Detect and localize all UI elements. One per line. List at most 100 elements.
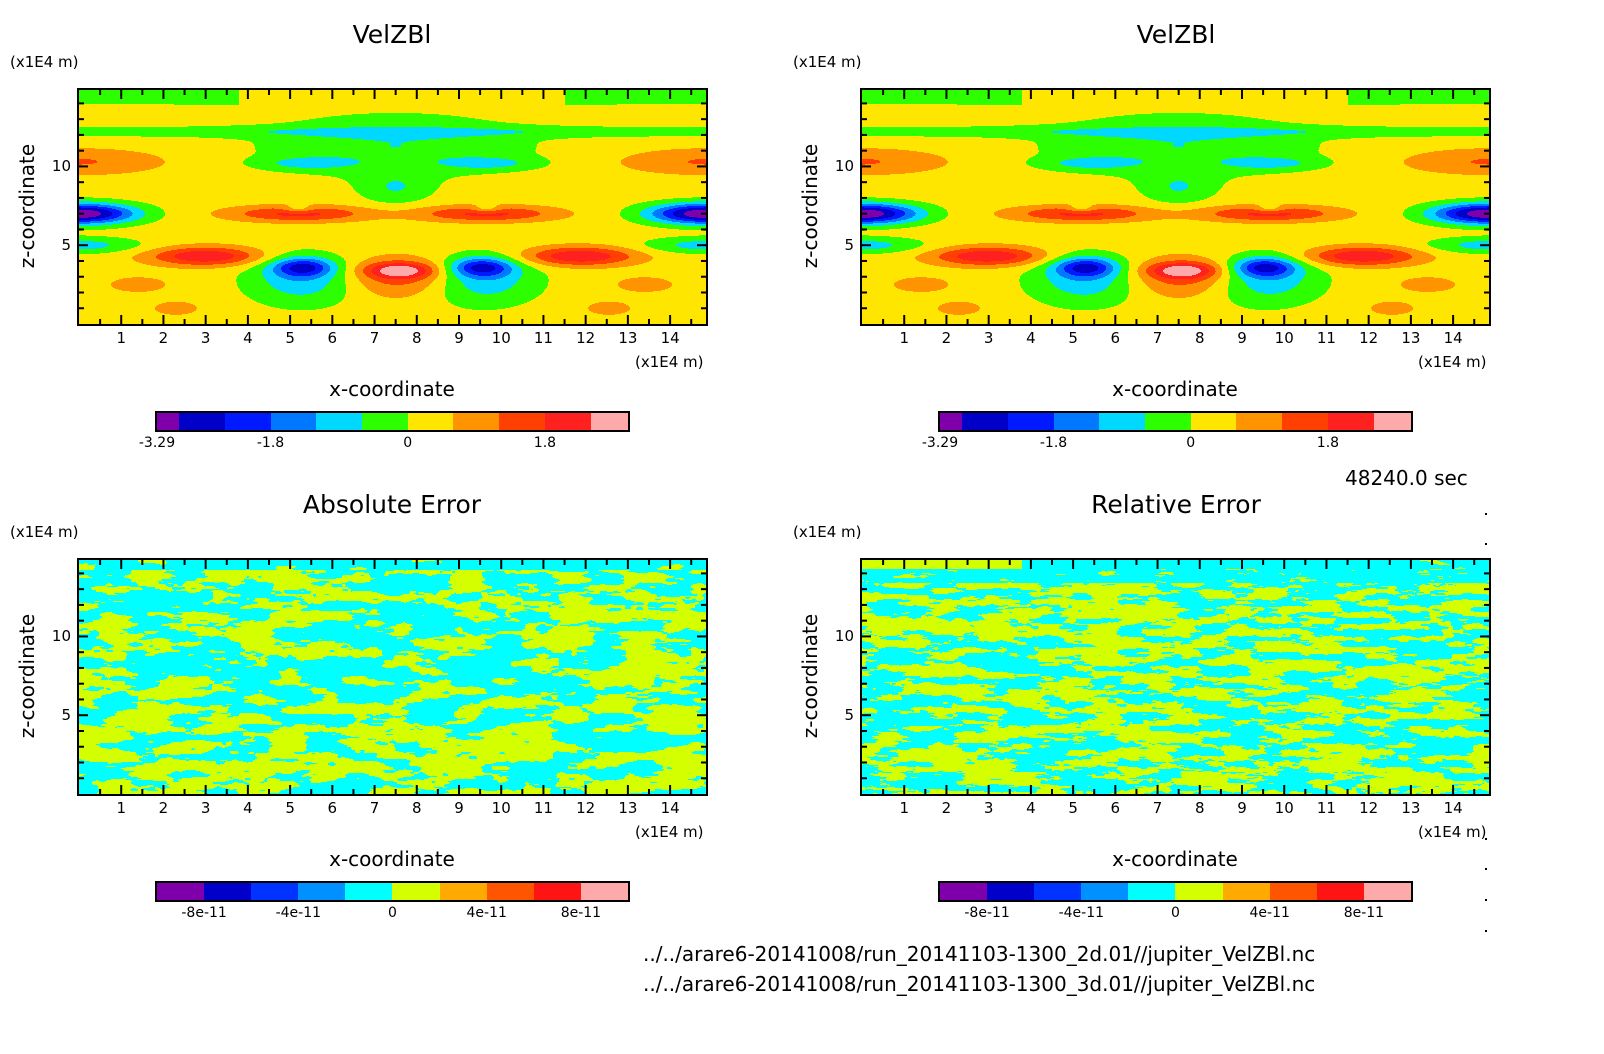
z-tick-label: 10 <box>834 157 854 176</box>
contour-plot-area <box>77 88 708 326</box>
contour-field <box>862 560 1489 794</box>
colorbar-label: -1.8 <box>1039 435 1068 451</box>
x-tick-label: 4 <box>243 329 253 347</box>
file-path-3d: ../../arare6-20141008/run_20141103-1300_… <box>643 972 1316 996</box>
colorbar-segment <box>580 883 628 900</box>
colorbar-segment <box>224 413 271 430</box>
x-tick-label: 13 <box>1401 329 1421 347</box>
colorbar-segment <box>179 413 225 430</box>
x-tick-label: 5 <box>285 329 295 347</box>
x-tick-label: 3 <box>200 329 211 347</box>
colorbar-segment <box>533 883 581 900</box>
x-tick-label: 1 <box>899 329 909 347</box>
colorbar-segment <box>1007 413 1054 430</box>
colorbar-segment <box>1099 413 1145 430</box>
colorbar-segment <box>407 413 454 430</box>
x-tick-label: 10 <box>1274 329 1294 347</box>
colorbar-label: -4e-11 <box>1058 905 1105 921</box>
contour-field <box>79 90 706 324</box>
x-tick-label: 1 <box>116 329 126 347</box>
marker-dot <box>1485 930 1487 932</box>
colorbar-segment <box>439 883 487 900</box>
colorbar-segment <box>157 883 205 900</box>
colorbar-label: -8e-11 <box>181 905 227 921</box>
z-tick-label: 5 <box>61 236 71 255</box>
x-tick-label: 14 <box>660 329 680 347</box>
colorbar-segment <box>298 883 346 900</box>
colorbar-segment <box>1053 413 1100 430</box>
x-tick-label: 4 <box>243 799 253 817</box>
colorbar-label: -4e-11 <box>275 905 322 921</box>
colorbar-segment <box>1316 883 1364 900</box>
x-unit-label: (x1E4 m) <box>635 353 704 371</box>
contour-plot-area <box>77 558 708 796</box>
x-axis-label: x-coordinate <box>329 377 455 401</box>
x-axis-label: x-coordinate <box>1112 847 1238 871</box>
x-tick-label: 4 <box>1026 329 1036 347</box>
x-tick-label: 14 <box>1443 799 1463 817</box>
chart-title: Absolute Error <box>302 490 482 519</box>
z-unit-label: (x1E4 m) <box>793 53 862 71</box>
z-axis-label: z-coordinate <box>15 143 39 269</box>
x-tick-label: 3 <box>983 799 994 817</box>
colorbar-segment <box>1282 413 1328 430</box>
x-tick-label: 9 <box>1237 329 1247 347</box>
x-tick-label: 2 <box>941 799 952 817</box>
x-tick-label: 5 <box>1068 799 1078 817</box>
colorbar-label: 4e-11 <box>466 905 507 921</box>
z-tick-label: 10 <box>51 157 71 176</box>
x-tick-label: 8 <box>411 799 422 817</box>
colorbar-segment <box>1128 883 1176 900</box>
z-tick-label: 5 <box>844 706 854 725</box>
colorbar-label: -1.8 <box>256 435 285 451</box>
colorbar-label: -8e-11 <box>964 905 1010 921</box>
colorbar-segment <box>987 883 1035 900</box>
x-tick-label: 11 <box>1316 329 1336 347</box>
x-tick-label: 9 <box>454 799 464 817</box>
z-axis-label: z-coordinate <box>798 613 822 739</box>
x-tick-label: 9 <box>1237 799 1247 817</box>
colorbar-segment <box>1327 413 1374 430</box>
colorbar-label: -3.29 <box>921 435 959 451</box>
chart-title: VelZBl <box>1136 20 1216 49</box>
colorbar-label: 0 <box>403 435 413 451</box>
colorbar-segment <box>345 883 393 900</box>
colorbar-segment <box>940 883 988 900</box>
z-tick-label: 10 <box>834 627 854 646</box>
contour-plot-area <box>860 88 1491 326</box>
colorbar-label: 4e-11 <box>1249 905 1290 921</box>
axis-ticks <box>79 90 706 324</box>
colorbar-segment <box>962 413 1008 430</box>
colorbar-segment <box>1269 883 1317 900</box>
marker-dot <box>1485 899 1487 901</box>
x-tick-label: 13 <box>1401 799 1421 817</box>
x-tick-label: 7 <box>369 799 380 817</box>
colorbar-segment <box>1363 883 1411 900</box>
marker-dot <box>1485 513 1487 515</box>
x-tick-label: 2 <box>158 799 169 817</box>
x-tick-label: 6 <box>327 329 338 347</box>
x-axis-label: x-coordinate <box>329 847 455 871</box>
axis-ticks <box>862 560 1489 794</box>
x-tick-label: 11 <box>533 799 553 817</box>
z-tick-label: 5 <box>844 236 854 255</box>
x-tick-label: 11 <box>1316 799 1336 817</box>
colorbar-label: 8e-11 <box>560 905 602 921</box>
contour-field <box>79 560 706 794</box>
x-tick-label: 12 <box>1359 329 1379 347</box>
x-tick-label: 7 <box>369 329 380 347</box>
axis-ticks <box>862 90 1489 324</box>
x-tick-label: 8 <box>1194 329 1205 347</box>
colorbar-segment <box>251 883 299 900</box>
colorbar-segment <box>316 413 362 430</box>
time-label: 48240.0 sec <box>1345 466 1468 490</box>
x-tick-label: 5 <box>285 799 295 817</box>
x-tick-label: 12 <box>1359 799 1379 817</box>
colorbar-segment <box>1373 413 1411 430</box>
colorbar-segment <box>453 413 500 430</box>
x-tick-label: 1 <box>899 799 909 817</box>
x-tick-label: 14 <box>660 799 680 817</box>
x-tick-label: 7 <box>1152 329 1163 347</box>
x-tick-label: 6 <box>327 799 338 817</box>
x-tick-label: 10 <box>491 329 511 347</box>
